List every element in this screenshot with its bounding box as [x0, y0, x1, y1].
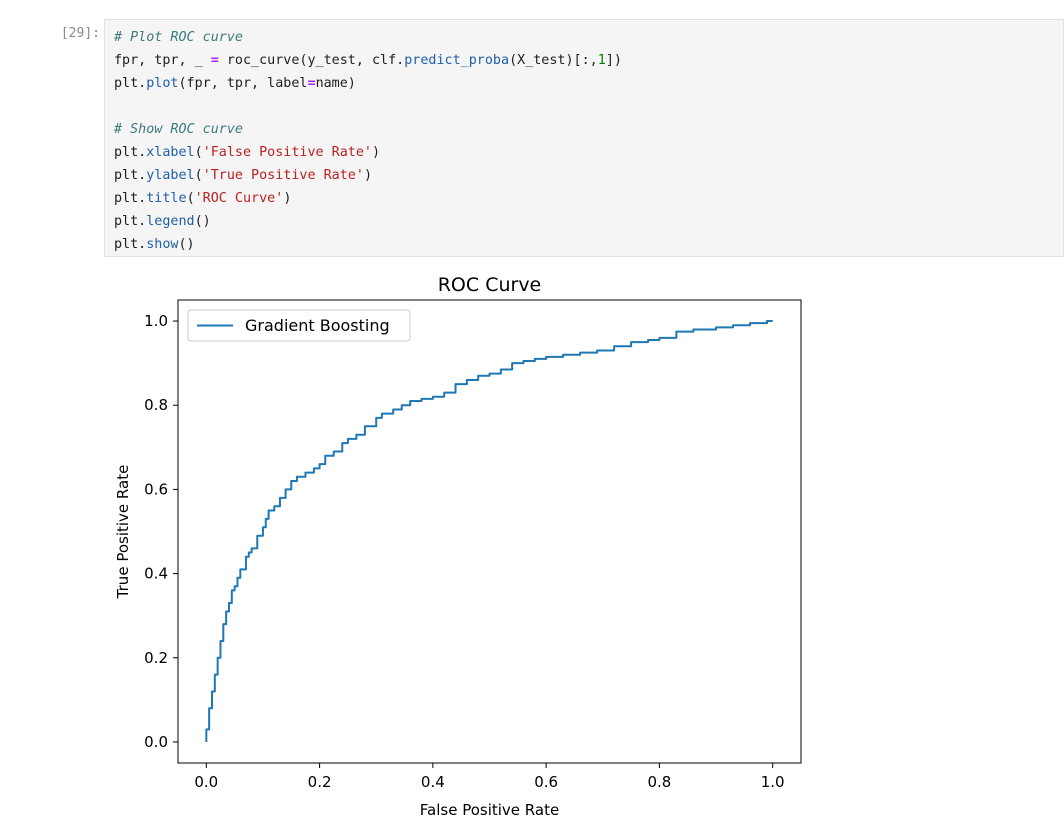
x-tick-label: 0.4 — [421, 773, 445, 791]
roc-chart: 0.0 0.2 0.4 0.6 0.8 1.0 0.0 0.2 0.4 0.6 0.8 1.0 ROC… — [114, 274, 802, 819]
cell-prompt: [29]: — [60, 26, 100, 41]
code-line: plt.title('ROC Curve') — [114, 187, 291, 210]
y-axis-label: True Positive Rate — [114, 465, 132, 600]
code-line: # Show ROC curve — [114, 118, 243, 141]
code-token: 'ROC Curve' — [194, 191, 284, 206]
legend-label: Gradient Boosting — [245, 316, 390, 335]
code-token: ylabel — [146, 168, 195, 183]
legend-box — [187, 309, 411, 342]
code-token: ( — [186, 191, 195, 206]
code-token: 'True Positive Rate' — [202, 168, 364, 183]
code-token: fpr, tpr, _ — [114, 53, 211, 68]
x-tick-label: 1.0 — [761, 773, 785, 791]
code-token: predict_proba — [404, 53, 510, 68]
x-tick-label: 0.0 — [194, 773, 218, 791]
x-axis-label: False Positive Rate — [420, 801, 559, 819]
code-token: plt. — [114, 237, 147, 252]
y-tick-label: 0.8 — [144, 396, 168, 414]
code-token: () — [178, 237, 195, 252]
code-token: ( — [194, 145, 203, 160]
code-token: plt. — [114, 76, 147, 91]
x-tick-label: 0.6 — [534, 773, 558, 791]
code-token: = — [307, 76, 316, 91]
code-token: ]) — [605, 53, 622, 68]
code-token: plt. — [114, 145, 147, 160]
code-line: plt.plot(fpr, tpr, label=name) — [114, 72, 356, 95]
code-token: ) — [363, 168, 372, 183]
code-token: # Show ROC curve — [114, 122, 243, 137]
code-line: plt.show() — [114, 233, 195, 256]
code-token: (fpr, tpr, label — [178, 76, 308, 91]
series-line — [205, 320, 773, 742]
code-token: legend — [146, 214, 195, 229]
code-token: ( — [194, 168, 203, 183]
code-token: plot — [146, 76, 179, 91]
y-tick-label: 0.2 — [144, 649, 168, 667]
code-token: ) — [372, 145, 381, 160]
y-tick-label: 0.4 — [144, 565, 168, 583]
code-token: plt. — [114, 214, 147, 229]
code-token: 1 — [597, 53, 606, 68]
code-line: fpr, tpr, _ = roc_curve(y_test, clf.pred… — [114, 49, 622, 72]
code-token: (X_test)[:, — [509, 53, 598, 68]
plot-area — [178, 300, 801, 763]
code-cell[interactable]: # Plot ROC curve fpr, tpr, _ = roc_curve(… — [104, 19, 1064, 257]
y-tick-label: 1.0 — [144, 312, 168, 330]
code-token: roc_curve(y_test, clf. — [218, 53, 405, 68]
chart-title: ROC Curve — [438, 274, 542, 296]
code-token: name) — [315, 76, 356, 91]
y-tick-label: 0.6 — [144, 480, 168, 498]
x-tick-label: 0.2 — [308, 773, 332, 791]
code-token: title — [146, 191, 187, 206]
code-token: = — [210, 53, 219, 68]
axes-frame — [177, 299, 802, 764]
code-token: xlabel — [146, 145, 195, 160]
code-line: plt.ylabel('True Positive Rate') — [114, 164, 372, 187]
code-line: # Plot ROC curve — [114, 26, 243, 49]
x-tick-label: 0.8 — [647, 773, 671, 791]
code-line: plt.legend() — [114, 210, 211, 233]
code-token: show — [146, 237, 179, 252]
legend: Gradient Boosting — [187, 309, 411, 342]
y-tick-label: 0.0 — [144, 733, 168, 751]
code-token: # Plot ROC curve — [114, 30, 243, 45]
code-token: ) — [283, 191, 292, 206]
code-token: 'False Positive Rate' — [202, 145, 372, 160]
code-token: plt. — [114, 168, 147, 183]
code-token: () — [194, 214, 211, 229]
code-line: plt.xlabel('False Positive Rate') — [114, 141, 380, 164]
code-token: plt. — [114, 191, 147, 206]
cell-output: 0.0 0.2 0.4 0.6 0.8 1.0 0.0 0.2 0.4 0.6 0.8 1.0 ROC… — [104, 262, 824, 830]
